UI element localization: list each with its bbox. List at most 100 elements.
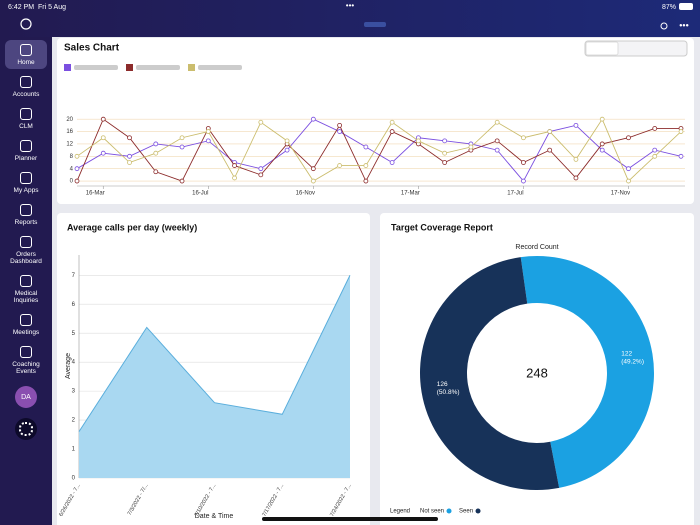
data-point: [599, 116, 605, 122]
legend-swatch: [188, 64, 195, 71]
nav-item[interactable]: Accounts: [5, 72, 47, 101]
chart-title: Target Coverage Report: [391, 222, 493, 232]
nav-item[interactable]: My Apps: [5, 168, 47, 197]
nav-label: Reports: [14, 219, 38, 226]
nav-label: Planner: [14, 155, 38, 162]
legend-blurred-name: [74, 65, 118, 70]
data-point: [389, 160, 395, 165]
y-tick-label: 5: [72, 331, 76, 337]
y-tick-label: 0: [72, 476, 76, 482]
history-icon[interactable]: [20, 18, 32, 30]
data-point: [626, 135, 631, 141]
x-tick-label: 16-Mar: [86, 191, 105, 197]
sync-icon[interactable]: [660, 22, 668, 30]
status-battery: 87%: [662, 4, 676, 11]
nav-icon: [20, 44, 32, 56]
data-point: [310, 178, 316, 184]
data-point: [494, 138, 500, 144]
data-point: [521, 135, 526, 141]
gear-icon: [19, 422, 33, 436]
data-point: [415, 138, 421, 144]
data-point: [74, 153, 80, 159]
nav-item[interactable]: Planner: [5, 136, 47, 165]
data-point: [573, 122, 579, 128]
data-point: [310, 166, 316, 172]
data-point: [626, 178, 631, 184]
data-point: [468, 144, 474, 150]
data-point: [258, 166, 264, 172]
legend-swatch: [64, 64, 71, 71]
data-point: [337, 163, 343, 168]
slice-percent-label: (49.2%): [621, 358, 644, 365]
data-point: [363, 144, 369, 150]
data-point: [74, 166, 80, 172]
legend-dot: [446, 508, 452, 514]
area: [79, 275, 350, 478]
area-line: [78, 275, 351, 432]
status-time: 6:42 PM: [8, 4, 34, 11]
nav-item[interactable]: Meetings: [5, 310, 47, 339]
home-indicator: [262, 517, 438, 521]
donut-total: 248: [526, 365, 548, 380]
y-tick-label: 0: [70, 179, 74, 185]
y-tick-label: 1: [72, 447, 76, 453]
data-point: [258, 119, 264, 125]
settings-button[interactable]: [15, 418, 37, 440]
data-point: [127, 135, 132, 141]
data-point: [652, 153, 658, 159]
battery-icon: [679, 3, 693, 10]
data-point: [599, 147, 605, 153]
more-menu[interactable]: •••: [679, 20, 688, 30]
nav-item[interactable]: Reports: [5, 200, 47, 229]
nav-item[interactable]: Medical Inquiries: [5, 271, 47, 307]
data-point: [389, 129, 395, 134]
data-point: [442, 150, 448, 156]
data-point: [100, 116, 106, 122]
legend-label: Seen: [459, 509, 473, 515]
nav-label: Coaching Events: [12, 361, 40, 375]
nav-item[interactable]: CLM: [5, 104, 47, 133]
data-point: [389, 119, 395, 125]
chart-title: Sales Chart: [64, 43, 120, 54]
nav-item[interactable]: Home: [5, 40, 47, 69]
nav-icon: [20, 76, 32, 88]
data-point: [179, 135, 185, 141]
data-point: [652, 126, 658, 131]
y-tick-label: 16: [66, 129, 73, 135]
sidebar: Home Accounts CLM Planner My Apps Reports Orde…: [0, 37, 52, 525]
y-tick-label: 4: [70, 166, 74, 172]
slice-value-label: 122: [621, 350, 632, 357]
nav-item[interactable]: Coaching Events: [5, 342, 47, 378]
data-point: [678, 129, 684, 134]
data-point: [547, 147, 553, 153]
nav-icon: [20, 275, 32, 287]
y-tick-label: 12: [66, 142, 73, 148]
series-line: [76, 118, 681, 183]
nav-label: Orders Dashboard: [10, 251, 42, 265]
x-tick-label: 17-Jul: [507, 191, 523, 197]
y-tick-label: 7: [72, 273, 76, 279]
nav-item[interactable]: Orders Dashboard: [5, 232, 47, 268]
donut-slice: [420, 257, 560, 490]
data-point: [205, 138, 211, 144]
data-point: [153, 169, 159, 175]
data-point: [127, 160, 132, 165]
legend-dot: [475, 508, 481, 514]
legend-label: Not seen: [420, 509, 444, 515]
data-point: [599, 141, 605, 147]
data-point: [494, 119, 500, 125]
y-tick-label: 3: [72, 389, 76, 395]
y-tick-label: 2: [72, 418, 76, 424]
avatar[interactable]: DA: [15, 386, 37, 408]
legend-blurred-name: [198, 65, 242, 70]
nav-icon: [20, 346, 32, 358]
legend-title: Legend: [390, 509, 410, 515]
chart-title: Average calls per day (weekly): [67, 222, 197, 232]
top-bar: [0, 0, 700, 37]
line-view[interactable]: [585, 41, 619, 56]
data-point: [153, 141, 159, 147]
data-point: [521, 160, 526, 165]
y-tick-label: 20: [66, 117, 73, 123]
